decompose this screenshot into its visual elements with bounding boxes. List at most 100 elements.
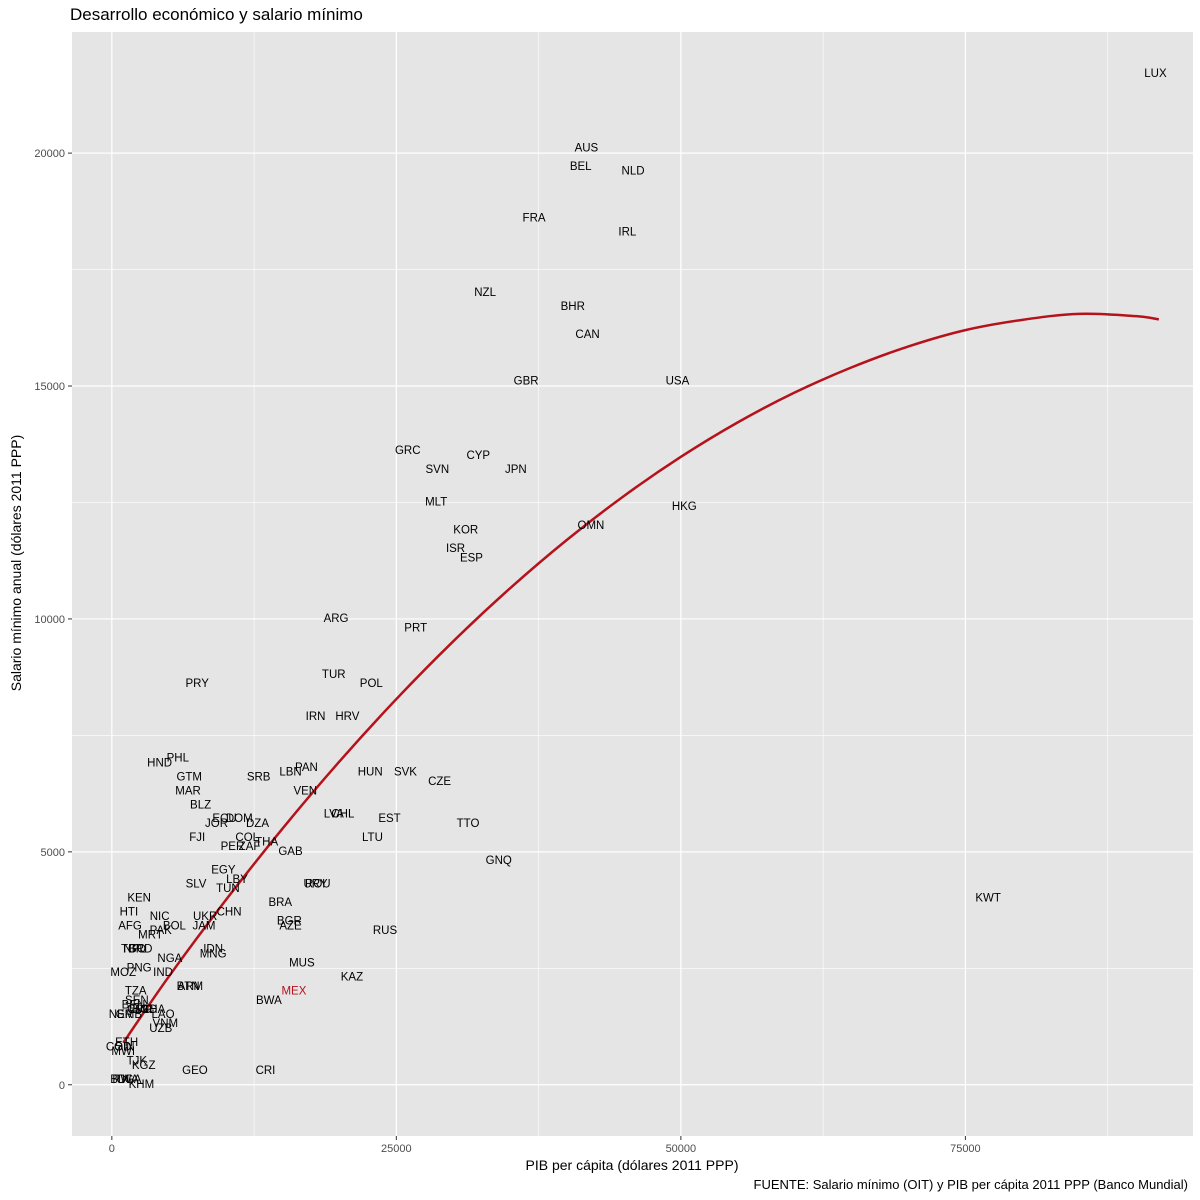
country-label-arg: ARG — [324, 613, 349, 625]
country-label-khm: KHM — [129, 1079, 155, 1091]
country-label-lao: LAO — [152, 1009, 175, 1021]
country-label-sen: SEN — [125, 995, 149, 1007]
country-label-per: PER — [221, 841, 245, 853]
x-axis-title: PIB per cápita (dólares 2011 PPP) — [525, 1157, 739, 1173]
country-label-vnm: VNM — [153, 1018, 179, 1030]
country-label-npl: NPL — [123, 944, 146, 956]
country-label-hkg: HKG — [672, 501, 697, 513]
country-label-lso: LSO — [129, 1004, 152, 1016]
country-label-ven: VEN — [293, 785, 317, 797]
country-label-ner: NER — [109, 1009, 133, 1021]
country-label-hrv: HRV — [335, 711, 359, 723]
country-label-egy: EGY — [211, 864, 236, 876]
country-label-hnd: HND — [147, 757, 172, 769]
country-label-moz: MOZ — [110, 967, 136, 979]
country-label-gin: GIN — [114, 1041, 134, 1053]
country-label-tur: TUR — [322, 669, 346, 681]
country-label-nga: NGA — [157, 953, 182, 965]
country-label-grc: GRC — [395, 445, 421, 457]
country-label-ukr: UKR — [193, 911, 217, 923]
country-label-geo: GEO — [182, 1065, 208, 1077]
country-label-usa: USA — [666, 375, 690, 387]
country-label-nld: NLD — [622, 166, 645, 178]
country-label-cyp: CYP — [466, 450, 490, 462]
country-label-irn: IRN — [306, 711, 326, 723]
country-label-kgz: KGZ — [132, 1060, 156, 1072]
country-label-gbr: GBR — [514, 375, 539, 387]
country-label-afg: AFG — [118, 920, 142, 932]
country-label-bra: BRA — [268, 897, 292, 909]
country-label-phl: PHL — [167, 753, 190, 765]
country-label-gtm: GTM — [176, 771, 202, 783]
country-label-bwa: BWA — [256, 995, 282, 1007]
country-label-blz: BLZ — [190, 799, 211, 811]
country-label-uzb: UZB — [149, 1023, 172, 1035]
country-label-tto: TTO — [457, 818, 480, 830]
country-label-idn: IDN — [203, 944, 223, 956]
country-label-bhr: BHR — [561, 301, 585, 313]
country-label-dom: DOM — [226, 813, 253, 825]
country-label-btn: BTN — [177, 981, 200, 993]
country-label-lby: LBY — [226, 874, 248, 886]
country-label-tjk: TJK — [127, 1055, 148, 1067]
country-label-col: COL — [235, 832, 259, 844]
country-label-rwa: RWA — [112, 1074, 139, 1086]
chart-title: Desarrollo económico y salario mínimo — [70, 5, 363, 24]
country-label-bel: BEL — [570, 161, 592, 173]
country-label-prt: PRT — [404, 622, 427, 634]
plot-panel — [72, 32, 1193, 1136]
country-label-fra: FRA — [523, 212, 546, 224]
fit-curve — [122, 312, 1160, 1044]
y-tick-label: 15000 — [34, 381, 65, 393]
country-label-svk: SVK — [394, 767, 417, 779]
country-label-mus: MUS — [289, 958, 315, 970]
y-axis: 0 5000 10000 15000 20000 — [34, 148, 72, 1092]
country-label-irl: IRL — [618, 226, 637, 238]
country-label-chn: CHN — [217, 906, 242, 918]
country-label-pry: PRY — [185, 678, 209, 690]
country-label-pan: PAN — [295, 762, 318, 774]
minor-grid — [72, 32, 1193, 1136]
country-label-nic: NIC — [150, 911, 170, 923]
y-tick-label: 0 — [59, 1080, 65, 1092]
country-label-omn: OMN — [578, 520, 605, 532]
y-tick-label: 20000 — [34, 148, 65, 160]
country-label-pol: POL — [360, 678, 384, 690]
country-label-nzl: NZL — [474, 287, 496, 299]
y-tick-label: 5000 — [41, 847, 65, 859]
country-label-arm: ARM — [178, 981, 204, 993]
country-label-hti: HTI — [120, 906, 139, 918]
country-label-lbn: LBN — [279, 767, 301, 779]
country-label-tha: THA — [255, 837, 278, 849]
country-label-gab: GAB — [278, 846, 303, 858]
country-label-pak: PAK — [150, 925, 172, 937]
country-label-ind: IND — [153, 967, 173, 979]
country-label-cze: CZE — [428, 776, 451, 788]
country-label-rou: ROU — [305, 878, 331, 890]
country-label-cri: CRI — [256, 1065, 276, 1077]
country-label-mlt: MLT — [425, 496, 447, 508]
country-label-gmb: GMB — [116, 1009, 143, 1021]
country-label-aze: AZE — [279, 920, 302, 932]
x-axis: 0 25000 50000 75000 — [109, 1136, 981, 1155]
x-tick-label: 50000 — [666, 1143, 697, 1155]
country-label-cod: COD — [106, 1041, 132, 1053]
major-grid — [72, 32, 1193, 1136]
country-label-dza: DZA — [246, 818, 269, 830]
country-label-tgo: TGO — [121, 944, 146, 956]
country-label-gnq: GNQ — [486, 855, 512, 867]
country-label-hun: HUN — [358, 767, 383, 779]
country-label-bdi: BDI — [110, 1074, 129, 1086]
country-label-ury: URY — [304, 878, 328, 890]
country-label-uga: UGA — [116, 1074, 141, 1086]
country-label-bol: BOL — [163, 920, 187, 932]
country-label-svn: SVN — [425, 464, 449, 476]
country-label-slv: SLV — [186, 878, 207, 890]
country-label-srb: SRB — [247, 771, 271, 783]
x-tick-label: 0 — [109, 1143, 115, 1155]
country-labels: LUX AUS BEL NLD FRA IRL NZL BHR CAN GBR USA GRC CYP S… — [106, 68, 1167, 1091]
country-label-can: CAN — [575, 329, 599, 341]
country-label-esp: ESP — [460, 552, 483, 564]
country-label-cmr: CMR — [127, 1004, 153, 1016]
country-label-tun: TUN — [216, 883, 240, 895]
